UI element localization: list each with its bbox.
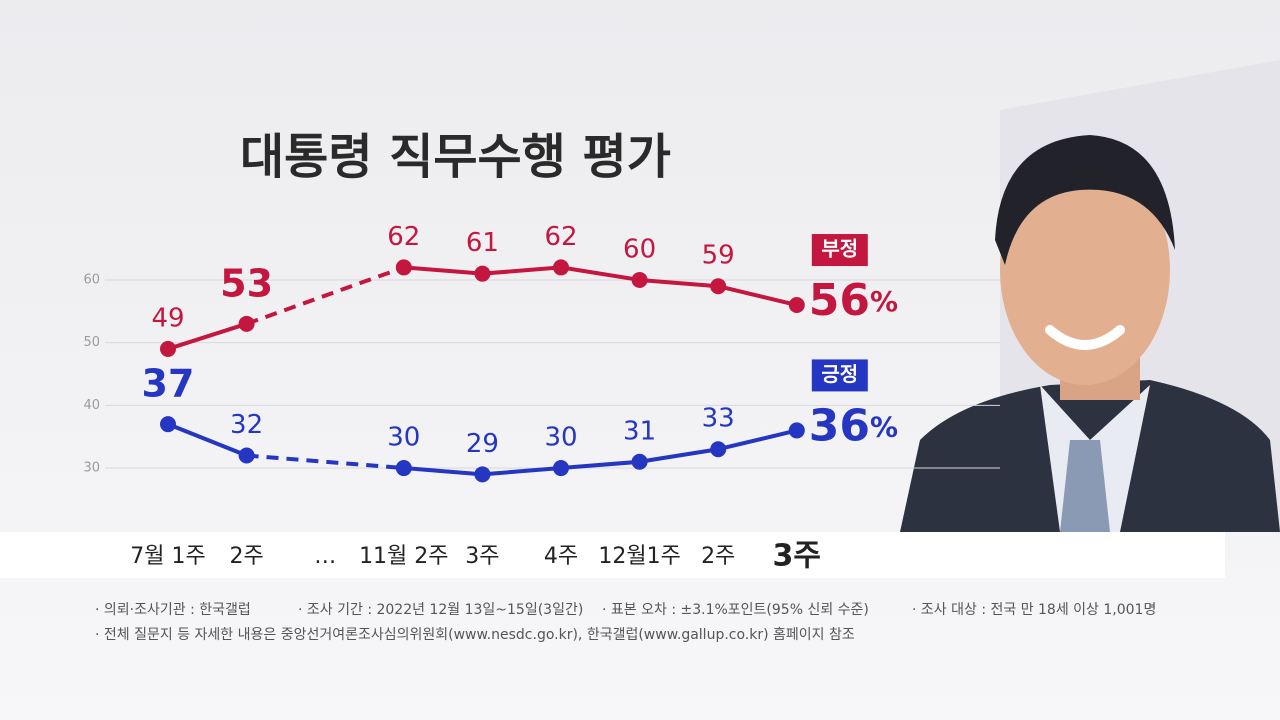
legend-label: 부정 <box>821 237 858 261</box>
footnote: · 전체 질문지 등 자세한 내용은 중앙선거여론조사심의위원회(www.nes… <box>95 627 855 643</box>
x-tick-label: 2주 <box>701 544 735 569</box>
chart-title: 대통령 직무수행 평가 <box>240 129 671 185</box>
value-label: 29 <box>466 429 499 459</box>
value-label: 37 <box>142 362 195 406</box>
value-label: 59 <box>702 241 735 271</box>
y-tick-label: 40 <box>83 398 100 413</box>
x-tick-label: 4주 <box>544 544 578 569</box>
point <box>553 460 569 477</box>
point <box>710 441 727 458</box>
point <box>160 416 176 433</box>
point <box>788 422 805 439</box>
y-tick-label: 50 <box>83 335 100 350</box>
x-axis-band <box>0 532 1225 578</box>
legend-label: 긍정 <box>821 362 858 386</box>
value-label: 30 <box>544 423 577 453</box>
footnote: · 표본 오차 : ±3.1%포인트(95% 신뢰 수준) <box>602 602 869 618</box>
value-label: 62 <box>387 222 420 252</box>
point <box>788 297 805 314</box>
footnote: · 조사 기간 : 2022년 12월 13일~15일(3일간) <box>298 602 583 618</box>
point <box>160 340 176 357</box>
x-tick-label: 3주 <box>773 539 821 574</box>
value-label: 61 <box>466 228 499 258</box>
gap-bridge <box>246 453 404 471</box>
point <box>631 271 648 288</box>
legend-swatch <box>811 234 868 267</box>
x-tick-label: 2주 <box>229 544 263 569</box>
x-tick-label: 11월 2주 <box>359 544 448 569</box>
line <box>167 422 798 477</box>
footnote: · 조사 대상 : 전국 만 18세 이상 1,001명 <box>912 602 1156 618</box>
y-tick-label: 30 <box>83 461 100 476</box>
value-label: 32 <box>230 410 263 440</box>
point <box>553 259 569 276</box>
x-tick-label: 12월1주 <box>598 544 680 569</box>
value-label: 31 <box>623 416 656 446</box>
point <box>474 265 491 282</box>
value-label: 30 <box>387 423 420 453</box>
point <box>238 315 255 332</box>
value-label: 53 <box>220 261 273 305</box>
value-label: 49 <box>151 303 184 333</box>
footnote: · 의뢰·조사기관 : 한국갤럽 <box>95 602 251 618</box>
point <box>395 259 412 276</box>
legend-swatch <box>811 359 868 392</box>
value-label: 33 <box>702 404 735 434</box>
x-tick-label: … <box>314 544 336 569</box>
point <box>395 460 412 477</box>
value-label: 36% <box>809 400 898 451</box>
portrait <box>900 135 1280 532</box>
line <box>167 265 798 351</box>
y-tick-label: 60 <box>83 272 100 287</box>
value-label: 62 <box>544 222 577 252</box>
point <box>238 447 255 464</box>
point <box>474 466 491 483</box>
point <box>710 278 727 295</box>
gap-bridge <box>245 265 405 326</box>
x-tick-label: 7월 1주 <box>130 544 205 569</box>
point <box>631 453 648 470</box>
value-label: 56% <box>809 275 898 326</box>
value-label: 60 <box>623 234 656 264</box>
x-tick-label: 3주 <box>465 544 499 569</box>
